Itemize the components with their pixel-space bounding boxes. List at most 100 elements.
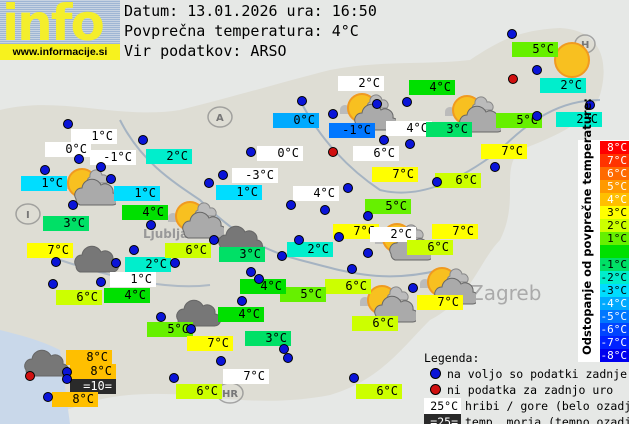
station-marker-available[interactable] [246, 147, 256, 157]
station-marker-available[interactable] [129, 245, 139, 255]
station-marker-available[interactable] [63, 119, 73, 129]
map-mark-hr: HR [222, 389, 238, 400]
station-temperature: 8°C [52, 392, 98, 407]
station-temperature: 6°C [353, 146, 399, 161]
station-marker-available[interactable] [209, 235, 219, 245]
station-marker-available[interactable] [328, 109, 338, 119]
station-marker-available[interactable] [138, 135, 148, 145]
station-marker-available[interactable] [254, 274, 264, 284]
station-marker-available[interactable] [106, 174, 116, 184]
station-temperature: 2°C [556, 112, 602, 127]
station-temperature: 4°C [409, 80, 455, 95]
scale-row [600, 245, 629, 258]
station-marker-available[interactable] [74, 154, 84, 164]
station-marker-available[interactable] [363, 248, 373, 258]
station-temperature: 4°C [240, 279, 286, 294]
station-temperature: 2°C [287, 242, 333, 257]
station-temperature: 1°C [114, 186, 160, 201]
station-marker-available[interactable] [532, 111, 542, 121]
station-marker-available[interactable] [43, 392, 53, 402]
station-temperature: 2°C [540, 78, 586, 93]
station-marker-available[interactable] [294, 235, 304, 245]
station-marker-available[interactable] [585, 100, 595, 110]
station-marker-available[interactable] [372, 99, 382, 109]
station-marker-available[interactable] [408, 283, 418, 293]
sun-cloud-icon [360, 285, 416, 323]
station-temperature: 8°C [70, 364, 116, 379]
map-mark-a: A [216, 113, 224, 124]
station-marker-available[interactable] [48, 279, 58, 289]
station-marker-available[interactable] [334, 232, 344, 242]
station-temperature: 6°C [325, 279, 371, 294]
station-marker-available[interactable] [343, 183, 353, 193]
legend-sea-text: temp. morja (temno ozadje) [465, 415, 629, 424]
data-source: Vir podatkov: ARSO [124, 42, 287, 60]
legend-title: Legenda: [424, 351, 480, 365]
station-marker-available[interactable] [96, 162, 106, 172]
country-mark-i [15, 203, 41, 225]
station-temperature: 3°C [219, 247, 265, 262]
station-marker-available[interactable] [216, 356, 226, 366]
station-marker-available[interactable] [156, 312, 166, 322]
station-marker-available[interactable] [349, 373, 359, 383]
legend-nodata-text: ni podatka za zadnjo uro [447, 383, 614, 397]
station-marker-available[interactable] [283, 353, 293, 363]
station-marker-available[interactable] [286, 200, 296, 210]
station-temperature: 6°C [356, 384, 402, 399]
station-temperature: 6°C [165, 243, 211, 258]
station-marker-available[interactable] [237, 296, 247, 306]
station-marker-available[interactable] [40, 165, 50, 175]
station-marker-available[interactable] [96, 277, 106, 287]
station-marker-nodata[interactable] [328, 147, 338, 157]
scale-title: Odstopanje od povprečne temperature: [580, 98, 594, 355]
logo-url[interactable]: www.informacije.si [0, 44, 120, 60]
station-marker-nodata[interactable] [508, 74, 518, 84]
station-temperature: 7°C [481, 144, 527, 159]
legend-mountain-text: hribi / gore (belo ozadje) [465, 399, 629, 413]
station-temperature: -1°C [329, 123, 375, 138]
station-marker-available[interactable] [347, 264, 357, 274]
station-marker-available[interactable] [246, 267, 256, 277]
station-temperature: -1°C [90, 150, 136, 165]
station-marker-available[interactable] [402, 97, 412, 107]
station-marker-available[interactable] [186, 324, 196, 334]
station-temperature: 6°C [407, 240, 453, 255]
station-temperature: 5°C [280, 287, 326, 302]
station-temperature: 7°C [187, 336, 233, 351]
station-marker-available[interactable] [507, 29, 517, 39]
station-marker-nodata[interactable] [25, 371, 35, 381]
station-marker-available[interactable] [111, 258, 121, 268]
station-marker-available[interactable] [490, 162, 500, 172]
scale-row: -4°C [600, 297, 629, 310]
station-marker-available[interactable] [51, 257, 61, 267]
station-marker-available[interactable] [146, 220, 156, 230]
station-marker-available[interactable] [320, 205, 330, 215]
scale-row: -3°C [600, 284, 629, 297]
station-marker-available[interactable] [363, 211, 373, 221]
station-temperature: 5°C [365, 199, 411, 214]
station-marker-available[interactable] [204, 178, 214, 188]
station-marker-available[interactable] [62, 374, 72, 384]
station-marker-available[interactable] [379, 135, 389, 145]
station-marker-available[interactable] [532, 65, 542, 75]
station-marker-available[interactable] [432, 177, 442, 187]
station-marker-available[interactable] [297, 96, 307, 106]
map-mark-h: H [581, 40, 589, 51]
scale-row: -1°C [600, 258, 629, 271]
station-temperature: 2°C [125, 257, 171, 272]
station-marker-available[interactable] [170, 258, 180, 268]
station-temperature: 8°C [66, 350, 112, 365]
map-mark-zagreb: Zagreb [470, 281, 541, 305]
logo[interactable]: info www.informacije.si [0, 0, 120, 60]
station-temperature: 4°C [122, 205, 168, 220]
station-temperature: 0°C [273, 113, 319, 128]
station-temperature: 4°C [218, 307, 264, 322]
date-time: Datum: 13.01.2026 ura: 16:50 [124, 2, 377, 20]
station-marker-available[interactable] [277, 251, 287, 261]
station-marker-available[interactable] [405, 139, 415, 149]
station-marker-available[interactable] [68, 200, 78, 210]
station-temperature: 7°C [333, 224, 379, 239]
station-temperature: 2°C [338, 76, 384, 91]
station-marker-available[interactable] [218, 170, 228, 180]
station-marker-available[interactable] [169, 373, 179, 383]
